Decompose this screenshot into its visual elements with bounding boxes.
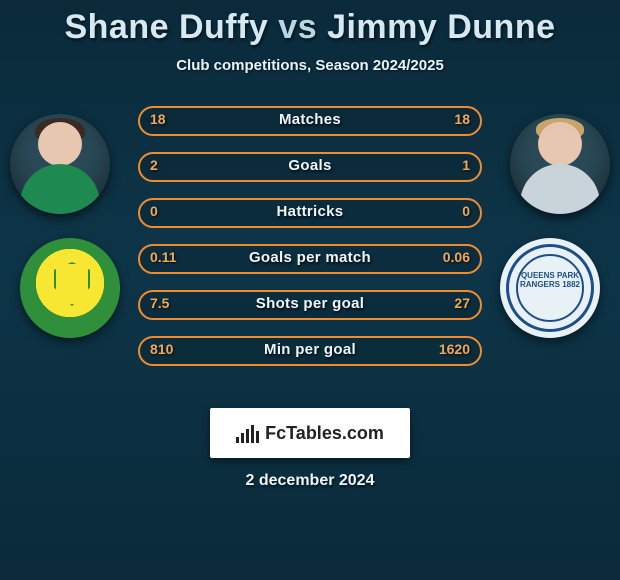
stat-right-value: 0 bbox=[462, 203, 470, 219]
stat-label: Shots per goal bbox=[140, 295, 480, 312]
player1-name: Shane Duffy bbox=[64, 8, 268, 46]
branding-text: FcTables.com bbox=[265, 423, 384, 444]
date-label: 2 december 2024 bbox=[0, 472, 620, 490]
stat-right-value: 1 bbox=[462, 157, 470, 173]
stat-right-value: 0.06 bbox=[443, 249, 470, 265]
player2-name: Jimmy Dunne bbox=[327, 8, 555, 46]
stat-right-value: 27 bbox=[454, 295, 470, 311]
stat-row: 810 Min per goal 1620 bbox=[138, 336, 482, 366]
subtitle: Club competitions, Season 2024/2025 bbox=[0, 57, 620, 74]
stat-row: 7.5 Shots per goal 27 bbox=[138, 290, 482, 320]
stat-row: 0.11 Goals per match 0.06 bbox=[138, 244, 482, 274]
stat-label: Min per goal bbox=[140, 341, 480, 358]
player1-club-badge bbox=[20, 238, 120, 338]
stat-label: Goals bbox=[140, 157, 480, 174]
stat-row: 0 Hattricks 0 bbox=[138, 198, 482, 228]
player2-club-badge: QUEENS PARK RANGERS 1882 bbox=[500, 238, 600, 338]
player2-avatar bbox=[510, 114, 610, 214]
stat-right-value: 1620 bbox=[439, 341, 470, 357]
vs-label: vs bbox=[278, 8, 317, 46]
stat-row: 2 Goals 1 bbox=[138, 152, 482, 182]
stat-label: Matches bbox=[140, 111, 480, 128]
stat-row: 18 Matches 18 bbox=[138, 106, 482, 136]
club-badge-text: QUEENS PARK RANGERS 1882 bbox=[500, 272, 600, 290]
branding-badge: FcTables.com bbox=[210, 408, 410, 458]
branding-bars-icon bbox=[236, 423, 259, 443]
stat-right-value: 18 bbox=[454, 111, 470, 127]
comparison-arena: QUEENS PARK RANGERS 1882 18 Matches 18 2… bbox=[0, 102, 620, 392]
stats-table: 18 Matches 18 2 Goals 1 0 Hattricks 0 0.… bbox=[138, 106, 482, 382]
player1-avatar bbox=[10, 114, 110, 214]
comparison-title: Shane Duffy vs Jimmy Dunne bbox=[0, 0, 620, 47]
stat-label: Goals per match bbox=[140, 249, 480, 266]
stat-label: Hattricks bbox=[140, 203, 480, 220]
